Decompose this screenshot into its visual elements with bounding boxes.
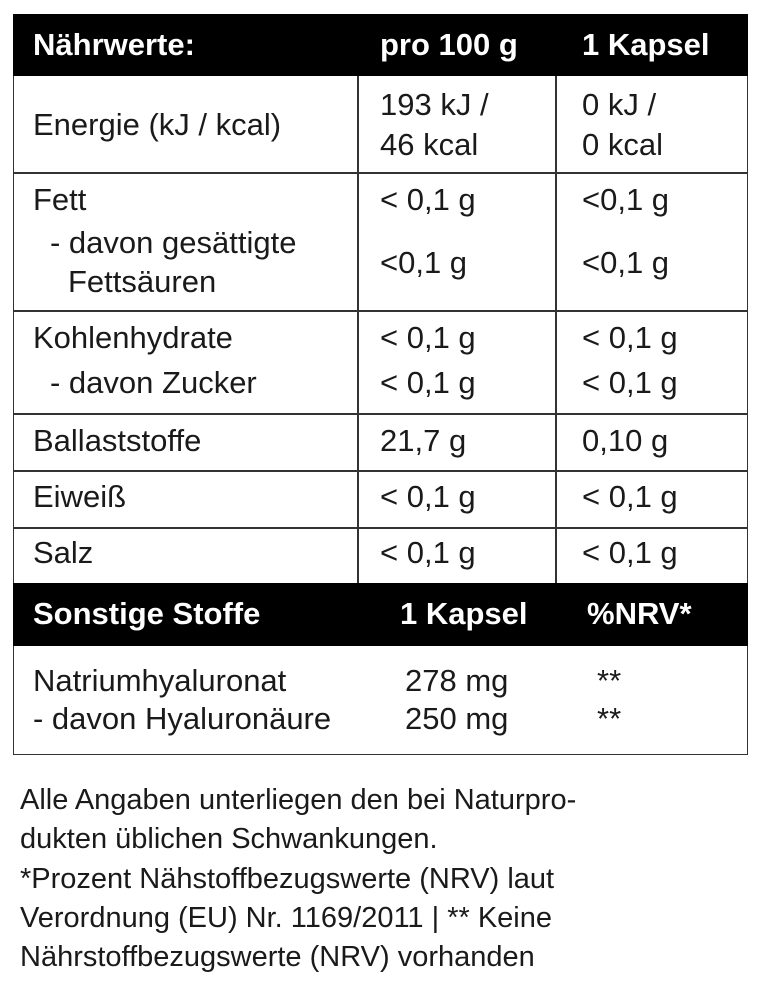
value-cell: 21,7 g	[380, 423, 467, 458]
value-cell: 46 kcal	[380, 127, 479, 162]
value-cell: < 0,1 g	[380, 320, 476, 355]
value-cell: <0,1 g	[582, 182, 670, 217]
value-cell: < 0,1 g	[380, 365, 476, 400]
value-cell: 278 mg	[405, 663, 509, 698]
footnote-line: *Prozent Nähstoffbezugswerte (NRV) laut	[20, 863, 555, 895]
header-cell: 1 Kapsel	[582, 27, 710, 62]
value-cell: **	[597, 701, 622, 736]
value-cell: < 0,1 g	[380, 535, 476, 570]
nutrient-name: Eiweiß	[33, 479, 127, 514]
header-cell: pro 100 g	[380, 27, 518, 62]
row-divider	[13, 470, 748, 472]
header-cell: %NRV*	[587, 596, 692, 631]
substance-name: Natriumhyaluronat	[33, 663, 287, 698]
value-cell: 0 kcal	[582, 127, 663, 162]
footnote-line: dukten üblichen Schwankungen.	[20, 823, 438, 855]
value-cell: < 0,1 g	[582, 479, 678, 514]
value-cell: 193 kJ /	[380, 87, 489, 122]
value-cell: 0,10 g	[582, 423, 669, 458]
header-bar	[13, 583, 748, 646]
nutrient-name: Energie (kJ / kcal)	[33, 107, 282, 142]
value-cell: < 0,1 g	[380, 479, 476, 514]
nutrient-name: Fett	[33, 182, 87, 217]
value-cell: <0,1 g	[380, 245, 468, 280]
header-bar	[13, 14, 748, 76]
row-divider	[13, 172, 748, 174]
footnote-line: Verordnung (EU) Nr. 1169/2011 | ** Keine	[20, 902, 553, 934]
value-cell: <0,1 g	[582, 245, 670, 280]
nutrient-name: - davon gesättigte	[50, 225, 297, 260]
column-divider	[357, 76, 359, 583]
nutrient-name: Kohlenhydrate	[33, 320, 233, 355]
nutrient-name: Fettsäuren	[68, 264, 217, 299]
footnote-line: Nährstoffbezugswerte (NRV) vorhanden	[20, 941, 535, 973]
footnote-line: Alle Angaben unterliegen den bei Naturpr…	[20, 784, 577, 816]
value-cell: 0 kJ /	[582, 87, 657, 122]
value-cell: < 0,1 g	[582, 320, 678, 355]
row-divider	[13, 527, 748, 529]
row-divider	[13, 310, 748, 312]
nutrient-name: Salz	[33, 535, 94, 570]
value-cell: 250 mg	[405, 701, 509, 736]
substance-name: - davon Hyaluronäure	[33, 701, 332, 736]
header-cell: Sonstige Stoffe	[33, 596, 261, 631]
value-cell: < 0,1 g	[380, 182, 476, 217]
value-cell: < 0,1 g	[582, 365, 678, 400]
column-divider	[555, 76, 557, 583]
nutrient-name: Ballaststoffe	[33, 423, 202, 458]
header-cell: Nährwerte:	[33, 27, 195, 62]
nutrient-name: - davon Zucker	[50, 365, 257, 400]
header-cell: 1 Kapsel	[400, 596, 528, 631]
row-divider	[13, 413, 748, 415]
value-cell: **	[597, 663, 622, 698]
value-cell: < 0,1 g	[582, 535, 678, 570]
